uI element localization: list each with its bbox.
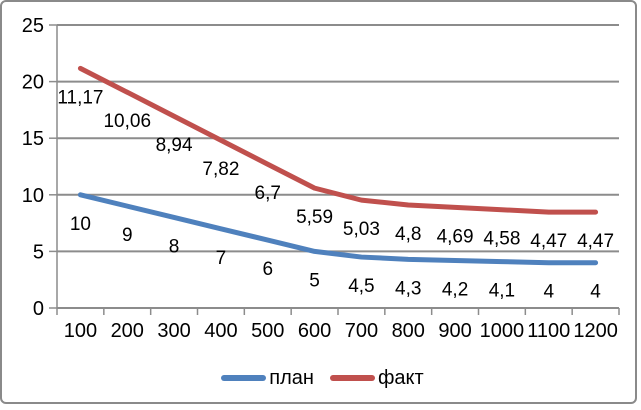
data-label-plan: 4,5 bbox=[348, 276, 374, 297]
legend-item-fact: факт bbox=[329, 367, 424, 389]
data-label-plan: 6 bbox=[262, 259, 273, 280]
fact-line-marker bbox=[329, 375, 375, 381]
data-label-plan: 7 bbox=[216, 248, 227, 269]
series-line-fact bbox=[77, 65, 599, 215]
data-label-fact: 4,47 bbox=[530, 231, 567, 252]
data-label-fact: 4,69 bbox=[437, 226, 474, 247]
data-label-fact: 4,58 bbox=[483, 229, 520, 250]
data-label-fact: 7,82 bbox=[202, 159, 239, 180]
x-axis-label: 700 bbox=[345, 320, 378, 342]
x-axis-label: 600 bbox=[298, 320, 331, 342]
chart-legend: план факт bbox=[2, 364, 641, 392]
data-label-fact: 4,47 bbox=[577, 231, 614, 252]
data-label-plan: 4 bbox=[590, 282, 601, 303]
data-label-fact: 4,8 bbox=[395, 224, 421, 245]
x-axis-label: 500 bbox=[251, 320, 284, 342]
y-axis-label: 25 bbox=[22, 15, 44, 37]
x-axis-label: 100 bbox=[64, 320, 97, 342]
x-axis-label: 200 bbox=[111, 320, 144, 342]
data-label-plan: 5 bbox=[309, 270, 320, 291]
data-label-plan: 10 bbox=[70, 214, 91, 235]
data-label-fact: 11,17 bbox=[57, 87, 103, 108]
x-axis-label: 1200 bbox=[573, 320, 618, 342]
x-axis-label: 1000 bbox=[480, 320, 525, 342]
data-label-plan: 4 bbox=[543, 282, 554, 303]
y-axis-label: 10 bbox=[22, 185, 44, 207]
data-label-plan: 4,1 bbox=[489, 281, 515, 302]
x-axis-label: 300 bbox=[157, 320, 190, 342]
data-label-fact: 6,7 bbox=[255, 183, 281, 204]
x-axis-label: 800 bbox=[392, 320, 425, 342]
data-label-fact: 5,59 bbox=[296, 207, 333, 228]
data-label-fact: 5,03 bbox=[343, 219, 380, 240]
plan-line-marker bbox=[221, 375, 267, 381]
legend-item-plan: план bbox=[221, 368, 314, 388]
y-axis-label: 0 bbox=[33, 298, 44, 320]
data-label-plan: 4,2 bbox=[442, 279, 468, 300]
y-axis-label: 15 bbox=[22, 128, 44, 150]
data-label-plan: 4,3 bbox=[395, 278, 421, 299]
chart-frame: 0 5 10 15 20 25 100 200 300 400 500 600 700 800 900 100… bbox=[0, 0, 637, 404]
data-label-plan: 8 bbox=[169, 236, 180, 257]
y-axis-label: 5 bbox=[33, 241, 44, 263]
data-label-fact: 8,94 bbox=[156, 135, 193, 156]
x-axis-label: 900 bbox=[438, 320, 471, 342]
legend-label-fact: факт bbox=[377, 367, 424, 389]
data-label-fact: 10,06 bbox=[103, 111, 151, 132]
x-axis-label: 1100 bbox=[527, 320, 570, 342]
x-axis-label: 400 bbox=[204, 320, 237, 342]
legend-label-plan: план bbox=[269, 367, 314, 389]
series-line-plan bbox=[77, 192, 599, 266]
y-axis-label: 20 bbox=[22, 72, 44, 94]
data-label-plan: 9 bbox=[122, 225, 133, 246]
